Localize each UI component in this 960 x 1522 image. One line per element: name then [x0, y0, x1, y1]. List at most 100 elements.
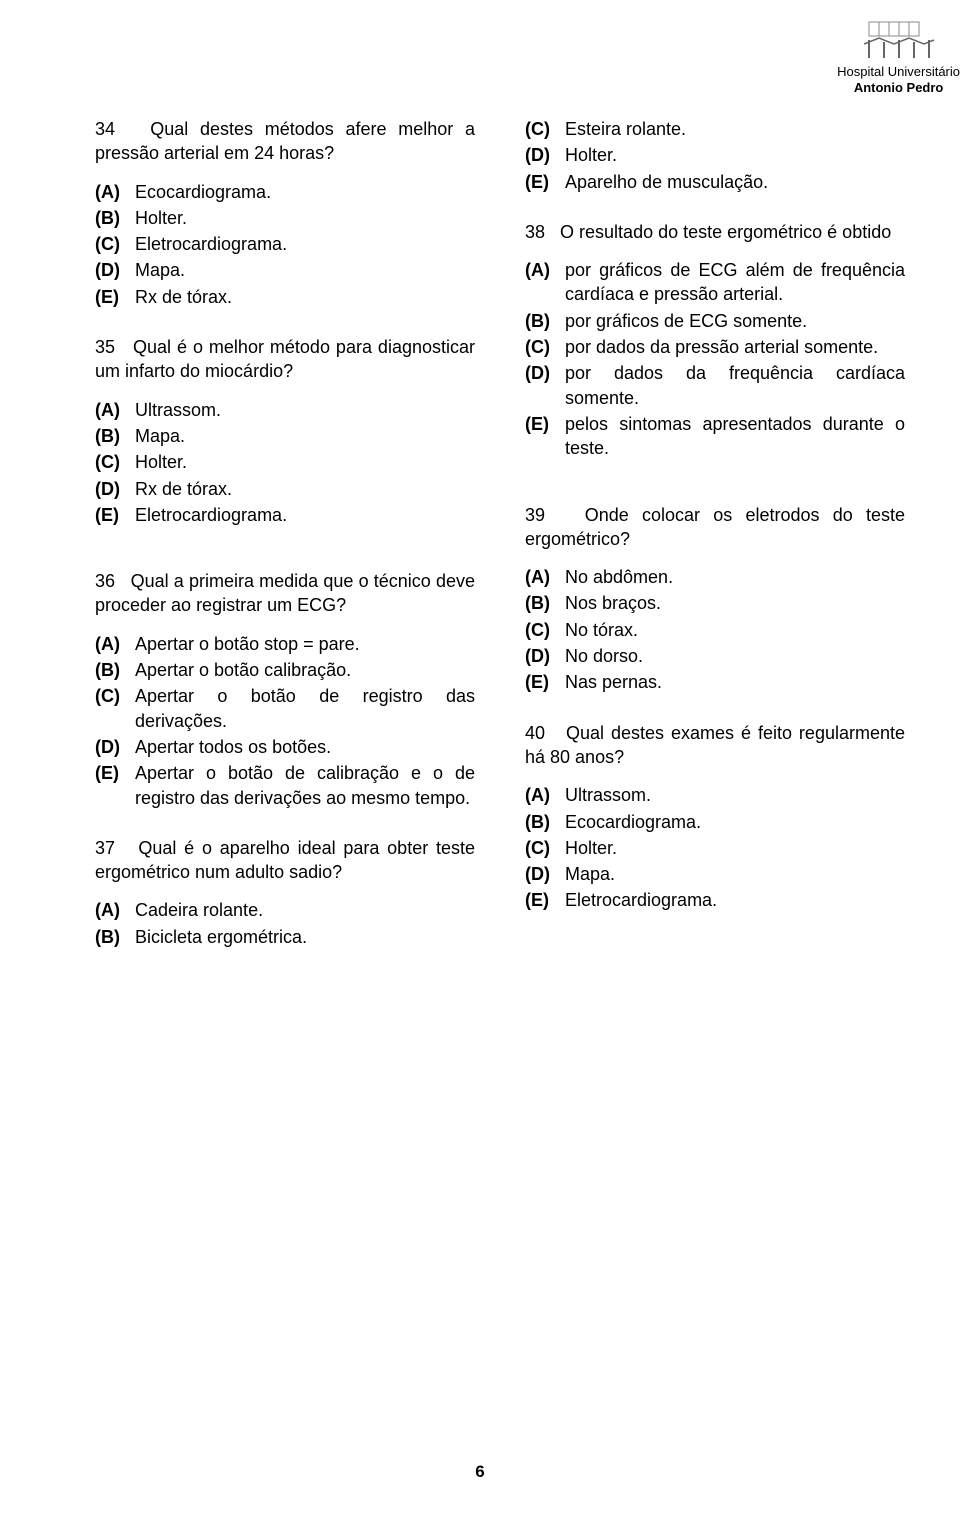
option: (A)por gráficos de ECG além de frequênci… [525, 258, 905, 307]
option: (B)Bicicleta ergométrica. [95, 925, 475, 949]
option-text: No tórax. [565, 618, 905, 642]
option: (B)Apertar o botão calibração. [95, 658, 475, 682]
option-text: Mapa. [135, 424, 475, 448]
option-letter: (C) [525, 335, 565, 359]
option-letter: (A) [95, 398, 135, 422]
options-list: (A)por gráficos de ECG além de frequênci… [525, 258, 905, 460]
option: (A)Ecocardiograma. [95, 180, 475, 204]
option: (C)No tórax. [525, 618, 905, 642]
option-text: pelos sintomas apresentados durante o te… [565, 412, 905, 461]
option: (C)Apertar o botão de registro das deriv… [95, 684, 475, 733]
right-column: (C)Esteira rolante.(D)Holter.(E)Aparelho… [525, 117, 905, 975]
option: (B)por gráficos de ECG somente. [525, 309, 905, 333]
option: (A)Apertar o botão stop = pare. [95, 632, 475, 656]
option: (B)Mapa. [95, 424, 475, 448]
option-letter: (E) [525, 670, 565, 694]
option-text: Eletrocardiograma. [135, 503, 475, 527]
option-letter: (E) [95, 761, 135, 810]
option-text: Holter. [135, 450, 475, 474]
option-letter: (A) [525, 565, 565, 589]
question-number: 40 [525, 723, 545, 743]
question: 35 Qual é o melhor método para diagnosti… [95, 335, 475, 527]
option-letter: (D) [95, 477, 135, 501]
option-letter: (B) [525, 810, 565, 834]
option-text: Eletrocardiograma. [135, 232, 475, 256]
question-text: 40 Qual destes exames é feito regularmen… [525, 721, 905, 770]
option-letter: (D) [525, 862, 565, 886]
page-header: Hospital Universitário Antonio Pedro [837, 20, 960, 95]
option-text: Mapa. [565, 862, 905, 886]
option: (E)Rx de tórax. [95, 285, 475, 309]
options-list: (A)Cadeira rolante. (B)Bicicleta ergométr… [95, 898, 475, 949]
option-letter: (B) [95, 206, 135, 230]
option: (D)por dados da frequência cardíaca some… [525, 361, 905, 410]
option-letter: (D) [525, 644, 565, 668]
option-text: Bicicleta ergométrica. [135, 925, 475, 949]
option: (D)Mapa. [525, 862, 905, 886]
option-text: Holter. [135, 206, 475, 230]
option: (E)pelos sintomas apresentados durante o… [525, 412, 905, 461]
option-text: Apertar todos os botões. [135, 735, 475, 759]
option-letter: (C) [525, 117, 565, 141]
option-text: Cadeira rolante. [135, 898, 475, 922]
options-list: (C)Esteira rolante.(D)Holter.(E)Aparelho… [525, 117, 905, 194]
header-hospital-name: Hospital Universitário [837, 64, 960, 80]
option: (D)Holter. [525, 143, 905, 167]
question-text: 37 Qual é o aparelho ideal para obter te… [95, 836, 475, 885]
option-text: Esteira rolante. [565, 117, 905, 141]
option: (D)No dorso. [525, 644, 905, 668]
question: 38 O resultado do teste ergométrico é ob… [525, 220, 905, 461]
option-text: por gráficos de ECG além de frequência c… [565, 258, 905, 307]
question: 34 Qual destes métodos afere melhor a pr… [95, 117, 475, 309]
page-number: 6 [475, 1462, 484, 1482]
option-text: por dados da frequência cardíaca somente… [565, 361, 905, 410]
option-text: Apertar o botão stop = pare. [135, 632, 475, 656]
option: (E)Nas pernas. [525, 670, 905, 694]
option-text: Mapa. [135, 258, 475, 282]
option-letter: (C) [95, 450, 135, 474]
option-text: Apertar o botão calibração. [135, 658, 475, 682]
option-text: Holter. [565, 836, 905, 860]
option-text: Rx de tórax. [135, 477, 475, 501]
option-text: Apertar o botão de registro das derivaçõ… [135, 684, 475, 733]
option-letter: (C) [525, 618, 565, 642]
option-letter: (B) [95, 658, 135, 682]
question-number: 38 [525, 222, 545, 242]
question-text: 36 Qual a primeira medida que o técnico … [95, 569, 475, 618]
option: (A)Cadeira rolante. [95, 898, 475, 922]
option: (C)Holter. [525, 836, 905, 860]
option-text: Eletrocardiograma. [565, 888, 905, 912]
options-list: (A)Ultrassom. (B)Ecocardiograma.(C)Holter… [525, 783, 905, 912]
option-letter: (B) [95, 925, 135, 949]
option-text: Nas pernas. [565, 670, 905, 694]
question-number: 39 [525, 505, 545, 525]
question-number: 36 [95, 571, 115, 591]
option-text: Aparelho de musculação. [565, 170, 905, 194]
option-letter: (E) [525, 170, 565, 194]
option-text: No dorso. [565, 644, 905, 668]
option-letter: (C) [95, 232, 135, 256]
option-letter: (E) [525, 888, 565, 912]
option: (E)Eletrocardiograma. [95, 503, 475, 527]
option-letter: (A) [525, 258, 565, 307]
options-list: (A)Apertar o botão stop = pare.(B)Aperta… [95, 632, 475, 810]
hospital-logo-icon [859, 20, 939, 60]
option: (A)Ultrassom. [95, 398, 475, 422]
option-text: Ecocardiograma. [565, 810, 905, 834]
option-text: Holter. [565, 143, 905, 167]
option: (E)Eletrocardiograma. [525, 888, 905, 912]
options-list: (A)Ultrassom.(B)Mapa.(C)Holter.(D)Rx de … [95, 398, 475, 527]
option-letter: (D) [95, 258, 135, 282]
question: 37 Qual é o aparelho ideal para obter te… [95, 836, 475, 949]
option-letter: (A) [525, 783, 565, 807]
option: (A)Ultrassom. [525, 783, 905, 807]
option: (B)Holter. [95, 206, 475, 230]
option-letter: (D) [525, 143, 565, 167]
content-columns: 34 Qual destes métodos afere melhor a pr… [95, 117, 905, 975]
option: (A)No abdômen. [525, 565, 905, 589]
option: (E)Aparelho de musculação. [525, 170, 905, 194]
option-text: Ultrassom. [135, 398, 475, 422]
question: 39 Onde colocar os eletrodos do teste er… [525, 503, 905, 695]
option-text: No abdômen. [565, 565, 905, 589]
option-text: Rx de tórax. [135, 285, 475, 309]
